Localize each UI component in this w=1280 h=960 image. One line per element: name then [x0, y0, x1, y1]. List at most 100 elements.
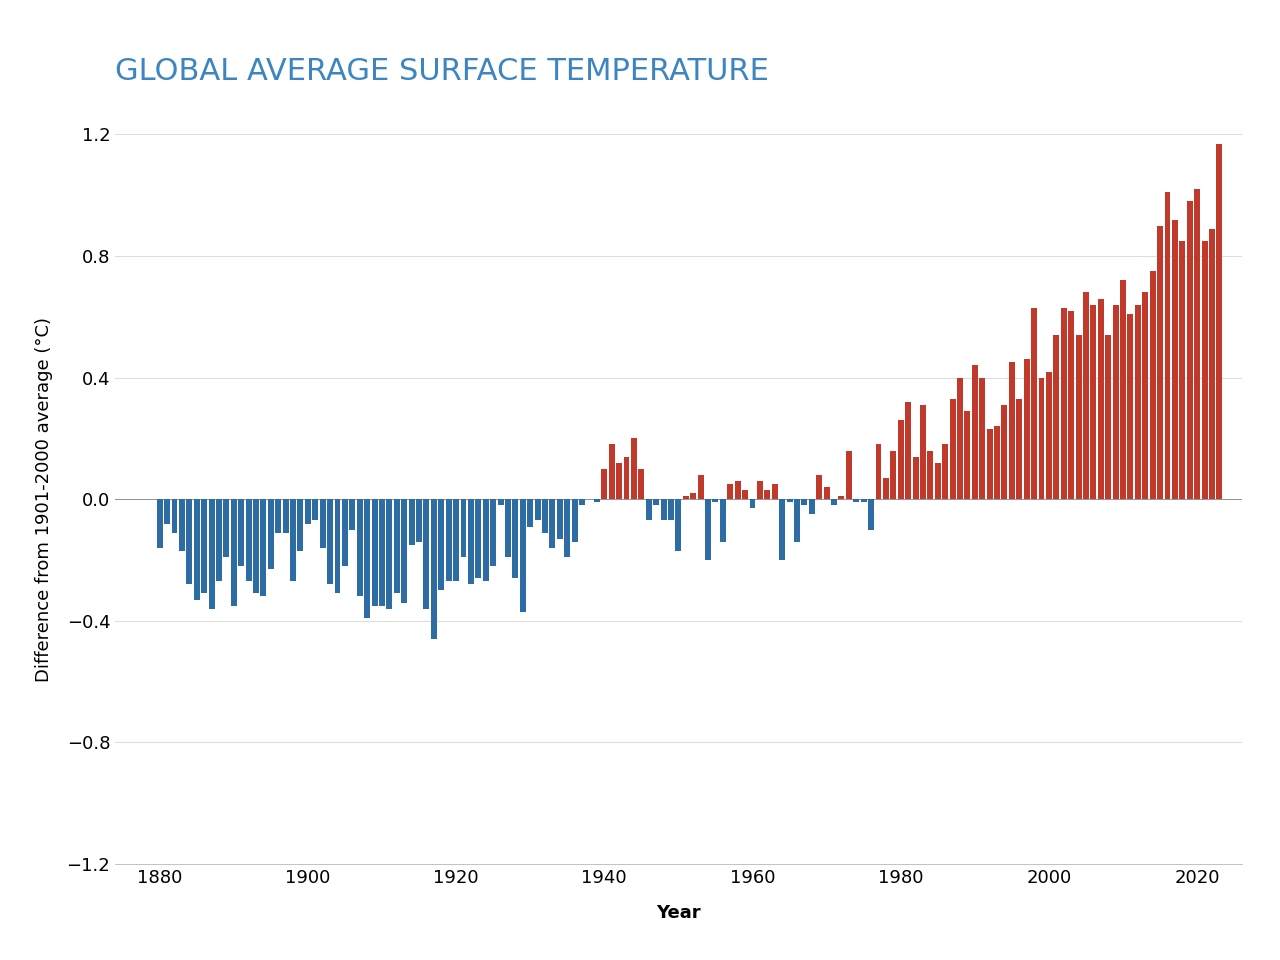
Bar: [957, 377, 963, 499]
Bar: [328, 499, 333, 585]
Bar: [1038, 377, 1044, 499]
Bar: [424, 499, 429, 609]
Bar: [860, 499, 867, 502]
Bar: [972, 366, 978, 499]
Bar: [201, 499, 207, 593]
Bar: [365, 499, 370, 618]
Bar: [305, 499, 311, 523]
Bar: [445, 499, 452, 581]
Bar: [1202, 241, 1207, 499]
Bar: [1053, 335, 1060, 499]
Bar: [1157, 226, 1164, 499]
Y-axis label: Difference from 1901-2000 average (°C): Difference from 1901-2000 average (°C): [35, 317, 52, 682]
Bar: [719, 499, 726, 541]
Bar: [639, 468, 644, 499]
Bar: [357, 499, 362, 596]
Bar: [1032, 307, 1037, 499]
Bar: [557, 499, 563, 539]
Bar: [291, 499, 296, 581]
Bar: [490, 499, 497, 566]
Bar: [342, 499, 348, 566]
Bar: [297, 499, 303, 551]
X-axis label: Year: Year: [657, 903, 700, 922]
Bar: [1120, 280, 1126, 499]
Bar: [394, 499, 399, 593]
Bar: [979, 377, 986, 499]
Bar: [572, 499, 577, 541]
Bar: [535, 499, 540, 520]
Bar: [1142, 293, 1148, 499]
Bar: [787, 499, 792, 502]
Bar: [387, 499, 393, 609]
Bar: [676, 499, 681, 551]
Bar: [609, 444, 614, 499]
Bar: [275, 499, 282, 533]
Bar: [172, 499, 178, 533]
Bar: [1216, 143, 1222, 499]
Bar: [334, 499, 340, 593]
Bar: [809, 499, 815, 515]
Bar: [1165, 192, 1170, 499]
Bar: [1112, 304, 1119, 499]
Bar: [1105, 335, 1111, 499]
Bar: [1091, 304, 1097, 499]
Bar: [995, 426, 1000, 499]
Bar: [283, 499, 288, 533]
Bar: [224, 499, 229, 557]
Bar: [772, 484, 778, 499]
Bar: [1075, 335, 1082, 499]
Bar: [1061, 307, 1066, 499]
Bar: [431, 499, 436, 639]
Bar: [1069, 311, 1074, 499]
Bar: [1009, 362, 1015, 499]
Bar: [594, 499, 600, 502]
Bar: [498, 499, 503, 505]
Bar: [801, 499, 808, 505]
Bar: [854, 499, 859, 502]
Bar: [897, 420, 904, 499]
Bar: [1024, 359, 1029, 499]
Bar: [698, 475, 704, 499]
Bar: [1135, 304, 1140, 499]
Bar: [602, 468, 607, 499]
Bar: [179, 499, 184, 551]
Bar: [475, 499, 481, 578]
Bar: [823, 487, 829, 499]
Bar: [371, 499, 378, 606]
Bar: [312, 499, 319, 520]
Bar: [520, 499, 526, 612]
Bar: [453, 499, 460, 581]
Bar: [623, 457, 630, 499]
Bar: [1179, 241, 1185, 499]
Bar: [920, 405, 925, 499]
Bar: [1149, 272, 1156, 499]
Bar: [187, 499, 192, 585]
Bar: [934, 463, 941, 499]
Bar: [1128, 314, 1133, 499]
Bar: [468, 499, 474, 585]
Bar: [541, 499, 548, 533]
Bar: [756, 481, 763, 499]
Bar: [438, 499, 444, 590]
Bar: [164, 499, 170, 523]
Bar: [735, 481, 741, 499]
Bar: [320, 499, 325, 548]
Bar: [483, 499, 489, 581]
Bar: [876, 444, 882, 499]
Bar: [401, 499, 407, 603]
Bar: [246, 499, 252, 581]
Bar: [260, 499, 266, 596]
Bar: [905, 402, 911, 499]
Bar: [705, 499, 710, 560]
Bar: [1172, 220, 1178, 499]
Bar: [1001, 405, 1007, 499]
Bar: [1187, 202, 1193, 499]
Bar: [660, 499, 667, 520]
Bar: [193, 499, 200, 599]
Bar: [883, 478, 888, 499]
Bar: [238, 499, 244, 566]
Text: GLOBAL AVERAGE SURFACE TEMPERATURE: GLOBAL AVERAGE SURFACE TEMPERATURE: [115, 58, 769, 86]
Bar: [750, 499, 755, 509]
Bar: [268, 499, 274, 569]
Bar: [653, 499, 659, 505]
